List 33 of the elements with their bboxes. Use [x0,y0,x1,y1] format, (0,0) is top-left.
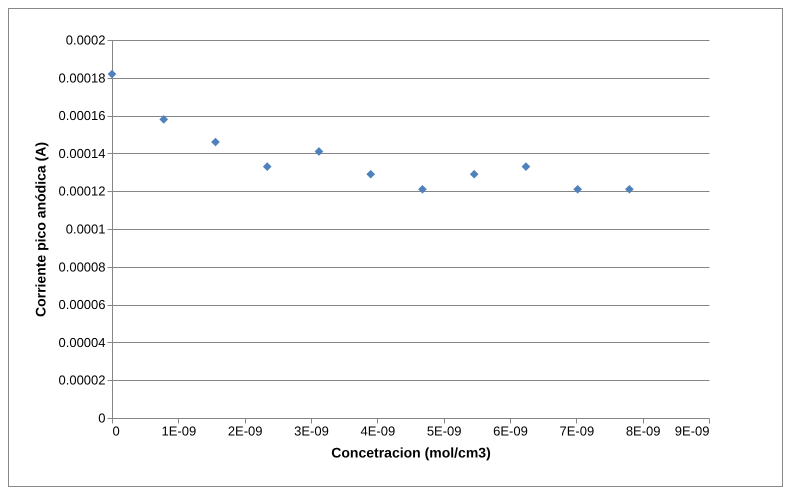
point [366,170,376,179]
y-tick-label: 0.0001 [66,222,106,236]
y-tick-label: 0.00018 [58,70,106,86]
point [314,147,324,156]
x-tick-label: 3E-09 [294,424,329,438]
x-axis-title: Concetracion (mol/cm3) [331,444,491,460]
x-tick-label: 6E-09 [493,424,528,438]
y-tick-label: 0.00002 [58,372,106,388]
point [625,184,634,194]
x-tick-label: 4E-09 [360,424,396,438]
point [262,162,272,171]
x-tick-label: 0 [112,424,120,438]
y-tick-label: 0 [98,410,106,426]
y-tick-label: 0.0002 [66,32,106,48]
y-tick-label: 0.00004 [58,334,106,350]
y-tick-label: 0.00006 [58,297,106,312]
x-tick-label: 9E-09 [674,424,710,438]
x-tick-label: 7E-09 [559,424,594,438]
x-tick-label: 8E-09 [626,424,661,438]
x-tick-label: 2E-09 [228,424,263,438]
y-axis-title: Corriente pico anódica (A) [32,142,49,318]
point [470,170,479,179]
y-tick-label: 0.00012 [58,184,106,199]
x-tick-label: 1E-09 [161,424,196,438]
point [522,162,530,171]
point [573,184,582,194]
y-tick-label: 0.00008 [58,259,106,274]
y-tick-label: 0.00014 [58,146,106,161]
point [159,115,168,124]
point [211,138,220,146]
point [418,184,427,194]
x-tick-label: 5E-09 [426,424,462,438]
y-tick-label: 0.00016 [58,108,106,124]
